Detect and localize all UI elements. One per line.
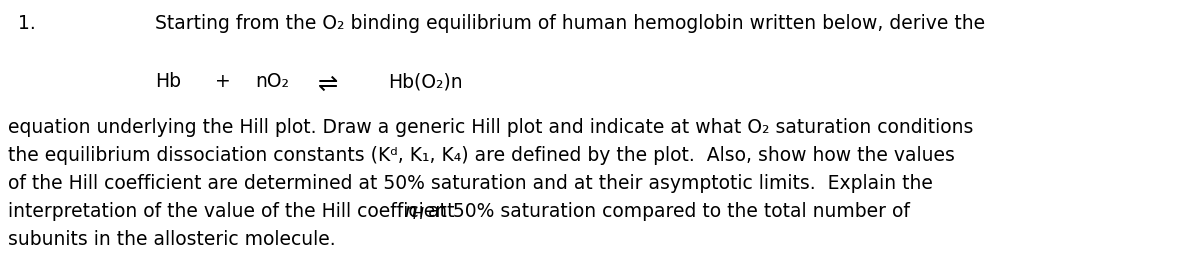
Text: the equilibrium dissociation constants (Kᵈ, K₁, K₄) are defined by the plot.  Al: the equilibrium dissociation constants (… [8, 146, 955, 165]
Text: ⇌: ⇌ [318, 72, 338, 96]
Text: 1.: 1. [18, 14, 36, 33]
Text: Hb(O₂)n: Hb(O₂)n [388, 72, 463, 91]
Text: of the Hill coefficient are determined at 50% saturation and at their asymptotic: of the Hill coefficient are determined a… [8, 174, 932, 193]
Text: subunits in the allosteric molecule.: subunits in the allosteric molecule. [8, 230, 336, 249]
Text: H: H [413, 207, 424, 222]
Text: equation underlying the Hill plot. Draw a generic Hill plot and indicate at what: equation underlying the Hill plot. Draw … [8, 118, 973, 137]
Text: Hb: Hb [155, 72, 181, 91]
Text: interpretation of the value of the Hill coefficient: interpretation of the value of the Hill … [8, 202, 461, 221]
Text: +: + [215, 72, 230, 91]
Text: Starting from the O₂ binding equilibrium of human hemoglobin written below, deri: Starting from the O₂ binding equilibrium… [155, 14, 985, 33]
Text: nO₂: nO₂ [256, 72, 289, 91]
Text: n: n [404, 202, 416, 221]
Text: at 50% saturation compared to the total number of: at 50% saturation compared to the total … [422, 202, 910, 221]
